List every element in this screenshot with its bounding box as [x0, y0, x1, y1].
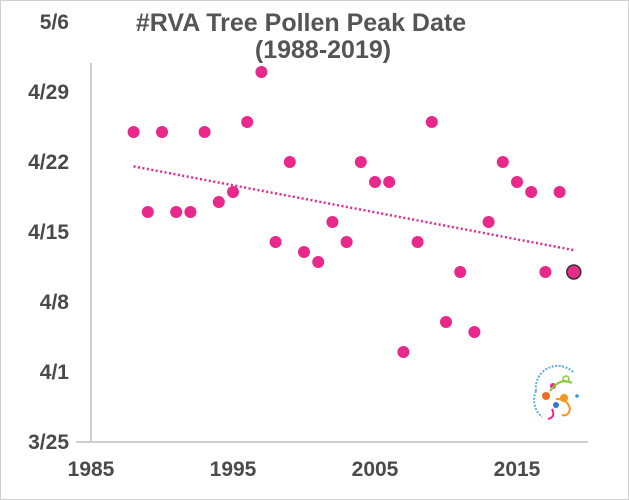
data-point: [269, 236, 282, 248]
x-tick-label: 2005: [352, 458, 399, 481]
data-point: [425, 116, 438, 128]
y-tick-label: 4/15: [28, 221, 69, 244]
y-tick-label: 3/25: [28, 431, 69, 454]
data-point: [298, 246, 310, 258]
data-point: [369, 176, 381, 188]
data-point: [198, 126, 211, 138]
data-point: [553, 186, 566, 198]
chart-title-line-2: (1988-2019): [255, 36, 391, 64]
y-tick-label: 4/1: [40, 361, 70, 384]
data-point: [411, 236, 424, 248]
science-museum-logo: [533, 364, 579, 420]
data-point: [539, 266, 552, 278]
data-point: [496, 156, 509, 168]
data-point: [468, 326, 481, 338]
data-point: [354, 156, 367, 168]
data-point: [184, 206, 197, 218]
chart-title-line-1: #RVA Tree Pollen Peak Date: [136, 9, 466, 37]
data-point: [326, 216, 339, 228]
data-point: [440, 316, 452, 328]
y-tick-label: 4/29: [28, 81, 69, 104]
data-point: [170, 206, 183, 218]
y-tick-label: 5/6: [40, 11, 69, 34]
trendline: [133, 165, 575, 252]
data-point: [454, 266, 467, 278]
data-point: [511, 176, 523, 188]
data-point: [383, 176, 396, 188]
data-point: [156, 126, 168, 138]
highlighted-data-point: [566, 264, 582, 280]
data-point: [241, 116, 254, 128]
data-point: [227, 186, 239, 198]
data-point: [482, 216, 495, 228]
data-point: [312, 256, 325, 268]
data-point: [525, 186, 538, 198]
x-tick-label: 1985: [68, 458, 115, 481]
data-point: [397, 346, 410, 358]
data-point: [212, 196, 225, 208]
data-point: [283, 156, 296, 168]
x-tick-label: 1995: [210, 458, 257, 481]
data-point: [141, 206, 154, 218]
data-point: [127, 126, 140, 138]
data-point: [255, 66, 268, 78]
x-tick-label: 2015: [494, 458, 541, 481]
y-tick-label: 4/8: [40, 291, 70, 314]
y-tick-label: 4/22: [28, 151, 69, 174]
data-point: [340, 236, 353, 248]
